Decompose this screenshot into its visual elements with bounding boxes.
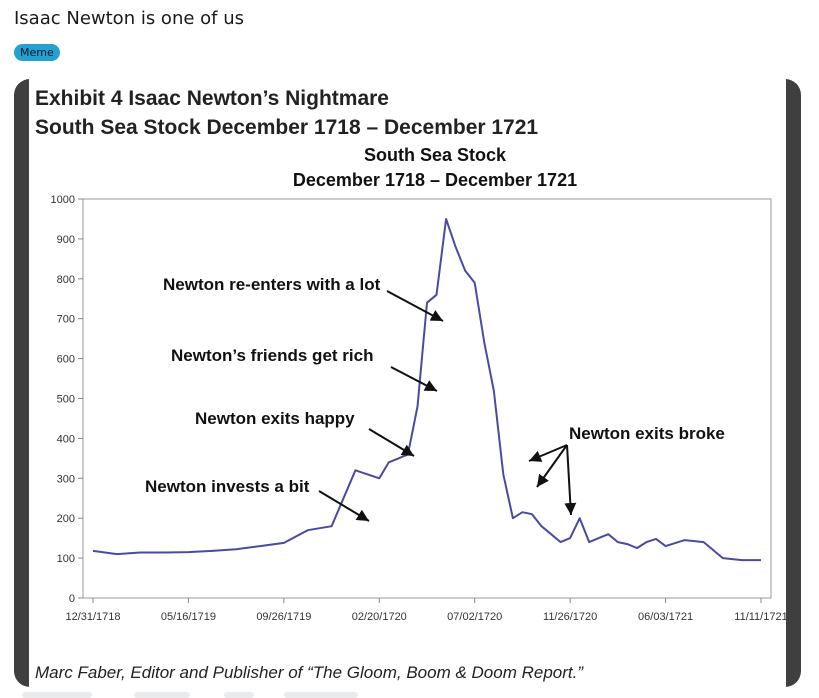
x-tick-label: 07/02/1720 [447, 611, 502, 623]
south-sea-chart: Exhibit 4 Isaac Newton’s Nightmare South… [35, 87, 788, 682]
action-pill[interactable] [134, 692, 190, 698]
annotation-arrow [536, 444, 568, 488]
annotation-label: Newton exits happy [195, 409, 355, 428]
y-tick-label: 800 [57, 274, 75, 286]
exhibit-line1: Exhibit 4 Isaac Newton’s Nightmare [35, 87, 389, 110]
x-tick-label: 11/26/1720 [543, 611, 597, 623]
annotation-arrow [386, 290, 444, 322]
y-tick-label: 600 [57, 354, 75, 366]
annotation-arrow [368, 428, 415, 457]
action-pill[interactable] [284, 692, 358, 698]
annotation-label: Newton re-enters with a lot [163, 275, 381, 294]
annotation-arrow [390, 366, 438, 392]
x-tick-label: 02/20/1720 [352, 611, 407, 623]
y-axis: 0 100 200 300 400 500 600 700 800 900 1000 [51, 194, 83, 605]
x-tick-label: 12/31/1718 [65, 611, 120, 623]
action-pill[interactable] [22, 692, 92, 698]
annotation-arrow [318, 490, 370, 522]
action-bar [14, 690, 801, 698]
chart-image: Exhibit 4 Isaac Newton’s Nightmare South… [29, 79, 788, 687]
annotation-arrow [528, 444, 568, 462]
y-tick-label: 1000 [51, 194, 75, 206]
x-tick-label: 09/26/1719 [256, 611, 311, 623]
annotation-arrow [564, 444, 577, 516]
flair-badge[interactable]: Meme [14, 44, 60, 61]
y-tick-label: 900 [57, 234, 75, 246]
post-media[interactable]: Exhibit 4 Isaac Newton’s Nightmare South… [14, 79, 801, 687]
post-title[interactable]: Isaac Newton is one of us [14, 8, 245, 29]
annotations: Newton re-enters with a lot Newton’s frie… [145, 275, 725, 522]
y-tick-label: 300 [57, 473, 75, 485]
footer-credit: Marc Faber, Editor and Publisher of “The… [35, 663, 584, 682]
y-tick-label: 200 [57, 513, 75, 525]
annotation-label: Newton exits broke [569, 424, 725, 443]
x-tick-label: 11/11/1721 [734, 611, 786, 623]
annotation-label: Newton’s friends get rich [171, 346, 373, 365]
series-group [92, 218, 761, 562]
action-pill[interactable] [224, 692, 254, 698]
x-tick-label: 05/16/1719 [161, 611, 216, 623]
x-tick-label: 06/03/1721 [638, 611, 693, 623]
chart-title: South Sea Stock [364, 145, 507, 165]
y-tick-label: 400 [57, 433, 75, 445]
series-line [92, 218, 761, 562]
y-tick-label: 500 [57, 394, 75, 406]
chart-subtitle: December 1718 – December 1721 [293, 170, 577, 190]
y-tick-label: 700 [57, 314, 75, 326]
exhibit-line2: South Sea Stock December 1718 – December… [35, 116, 538, 139]
y-tick-label: 100 [57, 553, 75, 565]
y-tick-label: 0 [69, 593, 75, 605]
x-axis: 12/31/1718 05/16/1719 09/26/1719 02/20/1720… [65, 598, 788, 623]
plot-area [82, 198, 772, 599]
annotation-label: Newton invests a bit [145, 477, 310, 496]
